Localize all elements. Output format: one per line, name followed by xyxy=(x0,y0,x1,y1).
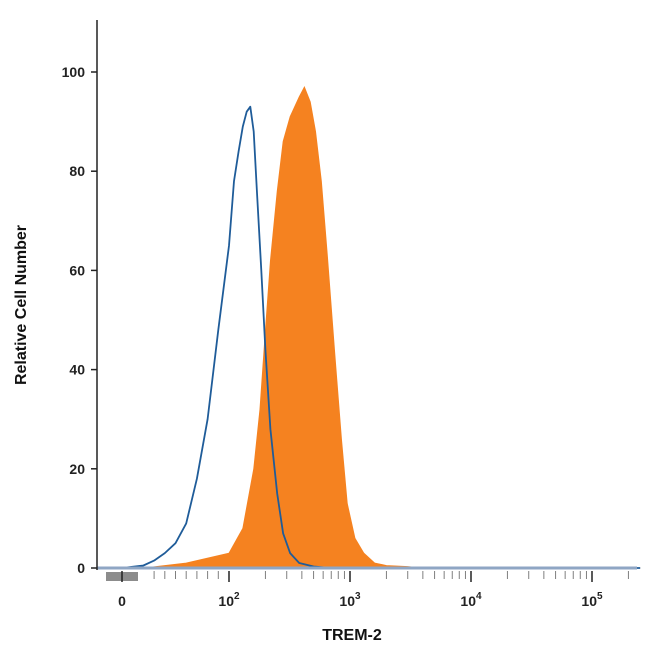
y-axis: 0 20 40 60 80 100 xyxy=(62,20,98,576)
y-tick-label: 80 xyxy=(69,163,85,179)
histogram-series-0-fill xyxy=(122,85,641,569)
x-tick-label: 102 xyxy=(218,591,240,609)
x-axis-title: TREM-2 xyxy=(322,627,382,644)
x-tick-label: 104 xyxy=(460,591,482,609)
y-tick-label: 20 xyxy=(69,461,85,477)
x-tick-label: 0 xyxy=(118,593,126,609)
y-axis-title: Relative Cell Number xyxy=(13,225,30,385)
histogram-series-1-outline xyxy=(121,105,641,569)
x-axis: 0 102 103 104 105 xyxy=(106,571,629,609)
y-tick-label: 40 xyxy=(69,362,85,378)
x-tick-label: 103 xyxy=(339,591,361,609)
y-tick-label: 60 xyxy=(69,262,85,278)
plot-area xyxy=(97,85,641,570)
x-tick-label: 105 xyxy=(581,591,603,609)
y-tick-label: 0 xyxy=(77,560,85,576)
y-tick-label: 100 xyxy=(62,64,86,80)
